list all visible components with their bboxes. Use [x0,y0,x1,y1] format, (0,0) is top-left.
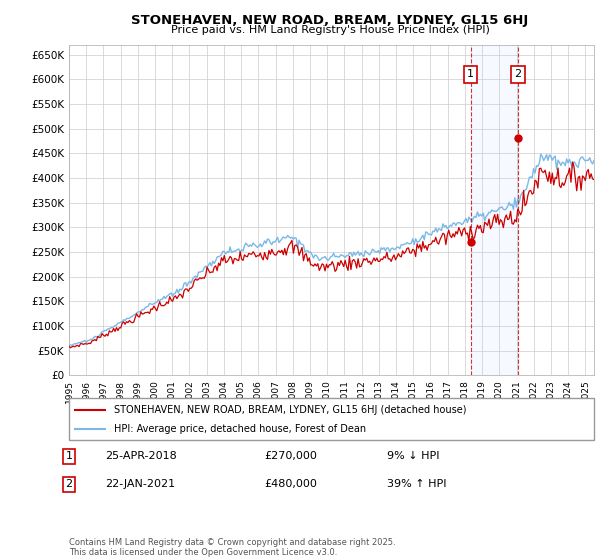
Text: Contains HM Land Registry data © Crown copyright and database right 2025.
This d: Contains HM Land Registry data © Crown c… [69,538,395,557]
Text: HPI: Average price, detached house, Forest of Dean: HPI: Average price, detached house, Fore… [113,424,366,434]
Text: 39% ↑ HPI: 39% ↑ HPI [387,479,446,489]
Text: STONEHAVEN, NEW ROAD, BREAM, LYDNEY, GL15 6HJ (detached house): STONEHAVEN, NEW ROAD, BREAM, LYDNEY, GL1… [113,405,466,415]
Text: 2: 2 [65,479,73,489]
Text: 1: 1 [467,69,474,80]
Text: 25-APR-2018: 25-APR-2018 [105,451,177,461]
Text: 9% ↓ HPI: 9% ↓ HPI [387,451,439,461]
Bar [470,45,518,375]
FancyBboxPatch shape [69,398,594,440]
Text: 1: 1 [65,451,73,461]
Text: £270,000: £270,000 [264,451,317,461]
Text: 2: 2 [514,69,521,80]
Text: 22-JAN-2021: 22-JAN-2021 [105,479,175,489]
Text: Price paid vs. HM Land Registry's House Price Index (HPI): Price paid vs. HM Land Registry's House … [170,25,490,35]
Text: STONEHAVEN, NEW ROAD, BREAM, LYDNEY, GL15 6HJ: STONEHAVEN, NEW ROAD, BREAM, LYDNEY, GL1… [131,14,529,27]
Text: £480,000: £480,000 [264,479,317,489]
